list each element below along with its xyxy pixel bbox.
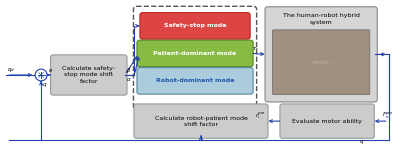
Text: $\tau_r$: $\tau_r$ (252, 45, 259, 53)
Text: $F_s^{pre}$: $F_s^{pre}$ (382, 110, 394, 121)
Text: $e$: $e$ (48, 67, 53, 74)
Text: $q$: $q$ (359, 138, 364, 146)
Circle shape (35, 69, 47, 81)
Text: Evaluate motor ability: Evaluate motor ability (292, 119, 362, 124)
FancyBboxPatch shape (137, 68, 253, 94)
Text: Patient-dominant mode: Patient-dominant mode (154, 51, 237, 56)
Text: $q$: $q$ (42, 81, 47, 89)
FancyBboxPatch shape (134, 104, 268, 138)
Text: $\beta$: $\beta$ (126, 66, 131, 75)
FancyBboxPatch shape (50, 55, 127, 95)
Text: ~photo~: ~photo~ (308, 60, 334, 65)
FancyBboxPatch shape (265, 7, 377, 102)
Text: Robot-dominant mode: Robot-dominant mode (156, 78, 234, 83)
FancyBboxPatch shape (272, 30, 370, 95)
FancyBboxPatch shape (280, 104, 374, 138)
Text: $r_i^{pre}$: $r_i^{pre}$ (255, 110, 266, 121)
Text: Calculate safety-
stop mode shift
factor: Calculate safety- stop mode shift factor (62, 66, 115, 84)
Text: Calculate robot-patient mode
shift factor: Calculate robot-patient mode shift facto… (154, 115, 248, 127)
Text: Safety-stop mode: Safety-stop mode (164, 23, 226, 28)
FancyBboxPatch shape (137, 40, 253, 67)
Text: $q_d$: $q_d$ (7, 66, 15, 74)
Text: The human-robot hybrid
system: The human-robot hybrid system (283, 13, 360, 25)
Text: $\alpha$: $\alpha$ (126, 76, 131, 83)
FancyBboxPatch shape (140, 13, 250, 39)
